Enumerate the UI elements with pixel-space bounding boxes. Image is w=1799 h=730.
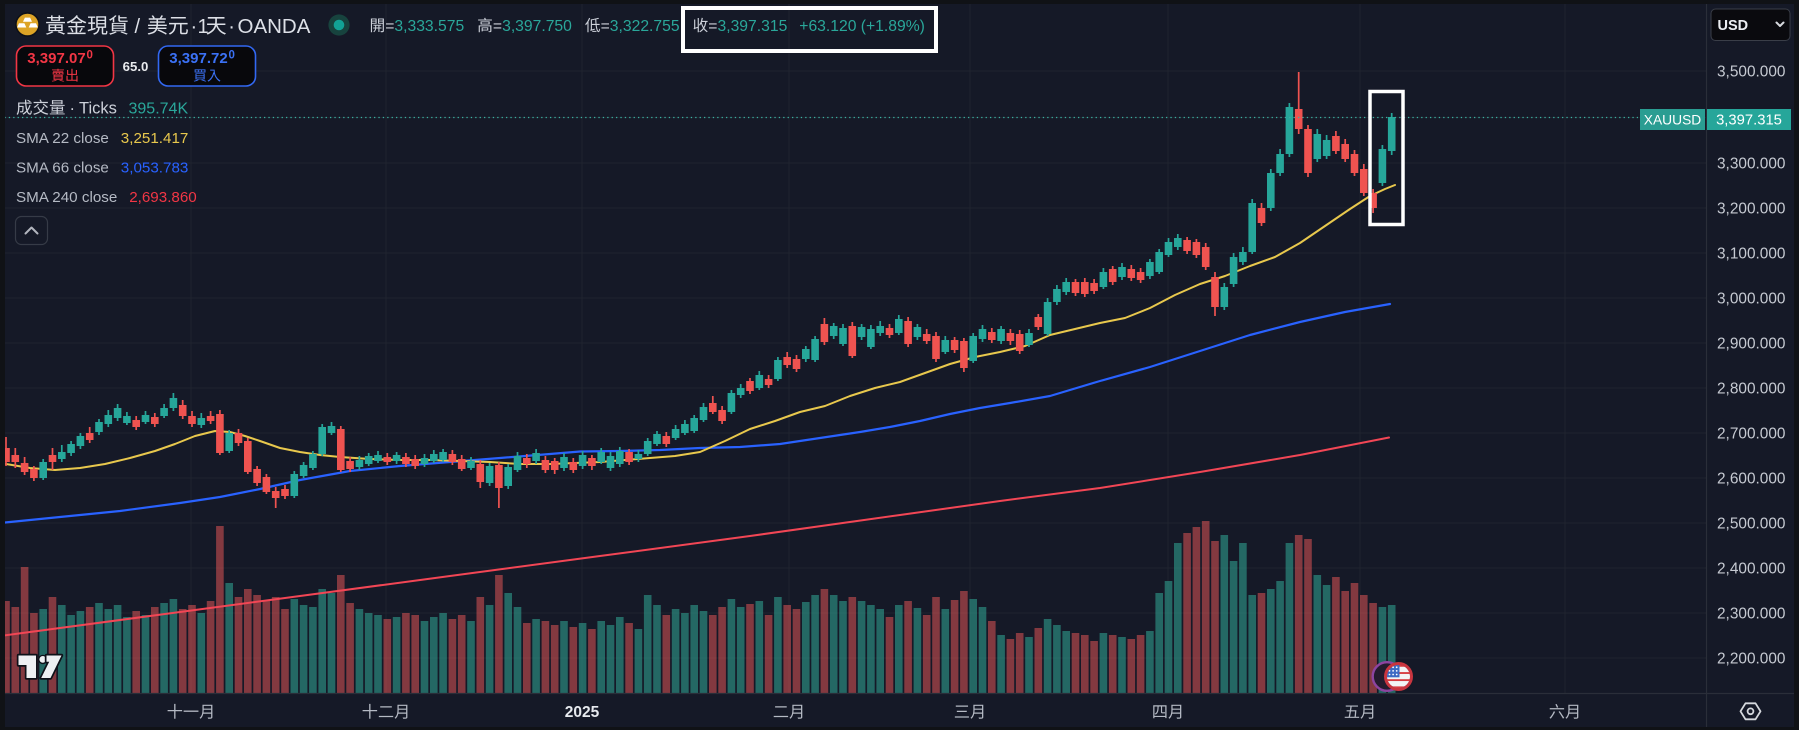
svg-text:0: 0 (87, 50, 93, 62)
svg-text:1: 1 (198, 16, 209, 38)
svg-text:2,693.860: 2,693.860 (129, 189, 197, 206)
svg-text:XAUUSD: XAUUSD (1644, 112, 1702, 127)
svg-text:·: · (228, 16, 235, 38)
svg-text:3,397.315: 3,397.315 (1716, 113, 1782, 129)
svg-text:3,300.000: 3,300.000 (1717, 155, 1785, 172)
svg-text:65.0: 65.0 (123, 59, 149, 74)
svg-text:USD: USD (1718, 18, 1749, 34)
svg-text:SMA 66 close: SMA 66 close (16, 160, 109, 177)
svg-text:SMA 22 close: SMA 22 close (16, 130, 109, 147)
svg-text:=: = (493, 18, 502, 35)
svg-text:3,397.315: 3,397.315 (718, 18, 788, 35)
svg-text:395.74K: 395.74K (129, 101, 189, 118)
svg-text:2,900.000: 2,900.000 (1717, 335, 1785, 352)
svg-text:2,400.000: 2,400.000 (1717, 560, 1785, 577)
svg-text:3,322.755: 3,322.755 (610, 18, 680, 35)
svg-text:OANDA: OANDA (238, 15, 311, 38)
svg-text:2,600.000: 2,600.000 (1717, 470, 1785, 487)
svg-text:2,700.000: 2,700.000 (1717, 425, 1785, 442)
svg-text:2,300.000: 2,300.000 (1717, 605, 1785, 622)
svg-text:2025: 2025 (565, 704, 600, 721)
svg-text:3,500.000: 3,500.000 (1717, 63, 1785, 80)
svg-text:0: 0 (229, 50, 235, 62)
svg-text:Ticks: Ticks (79, 100, 117, 118)
svg-text:2,800.000: 2,800.000 (1717, 380, 1785, 397)
svg-text:3,053.783: 3,053.783 (121, 160, 189, 177)
svg-text:3,397.72: 3,397.72 (169, 50, 227, 67)
svg-text:/: / (135, 16, 141, 38)
svg-text:=: = (385, 18, 394, 35)
svg-text:3,333.575: 3,333.575 (394, 18, 464, 35)
svg-text:3,251.417: 3,251.417 (121, 130, 189, 147)
svg-text:2,500.000: 2,500.000 (1717, 515, 1785, 532)
svg-text:3,397.750: 3,397.750 (502, 18, 572, 35)
svg-text:3,100.000: 3,100.000 (1717, 245, 1785, 262)
svg-text:+63.120 (+1.89%): +63.120 (+1.89%) (799, 18, 925, 35)
svg-text:3,000.000: 3,000.000 (1717, 290, 1785, 307)
svg-text:·: · (191, 16, 198, 38)
svg-text:3,397.07: 3,397.07 (27, 50, 85, 67)
svg-text:=: = (601, 18, 610, 35)
svg-text:·: · (70, 100, 76, 118)
svg-text:=: = (708, 18, 717, 35)
svg-text:2,200.000: 2,200.000 (1717, 650, 1785, 667)
svg-text:SMA 240 close: SMA 240 close (16, 189, 117, 206)
svg-text:3,200.000: 3,200.000 (1717, 200, 1785, 217)
